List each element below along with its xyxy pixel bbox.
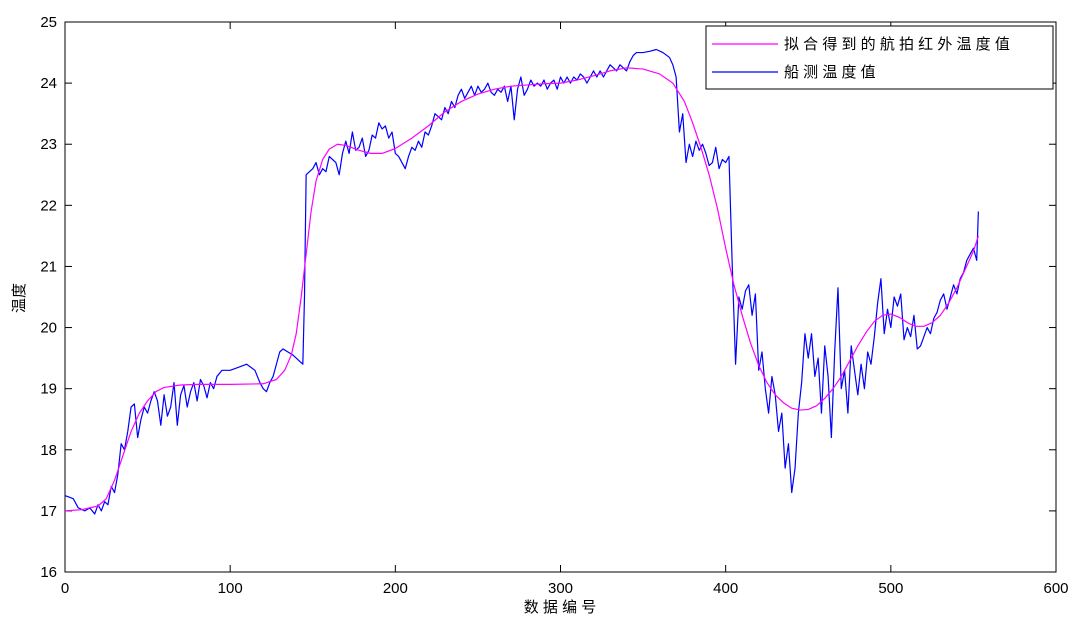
y-tick-label: 23	[40, 136, 57, 153]
y-tick-label: 25	[40, 14, 57, 31]
legend-box	[705, 25, 1054, 90]
legend-label-fitted: 拟 合 得 到 的 航 拍 红 外 温 度 值	[784, 36, 1010, 53]
x-axis-label: 数 据 编 号	[524, 599, 597, 616]
x-tick-label: 100	[218, 580, 243, 597]
y-tick-label: 20	[40, 320, 57, 337]
plot-area	[64, 21, 1057, 573]
x-tick-label: 300	[548, 580, 573, 597]
legend-label-measured: 船 测 温 度 值	[784, 64, 876, 81]
y-tick-label: 17	[40, 503, 57, 520]
y-tick-label: 16	[40, 564, 57, 581]
x-tick-label: 600	[1043, 580, 1068, 597]
series-layer	[65, 48, 979, 515]
y-tick-label: 18	[40, 442, 57, 459]
y-tick-label: 21	[40, 258, 57, 275]
x-tick-label: 400	[713, 580, 738, 597]
legend: 拟 合 得 到 的 航 拍 红 外 温 度 值 船 测 温 度 值	[705, 25, 1054, 90]
y-tick-label: 19	[40, 381, 57, 398]
x-tick-label: 200	[383, 580, 408, 597]
series-line-fitted	[65, 67, 979, 512]
y-tick-label: 22	[40, 197, 57, 214]
x-tick-label: 500	[878, 580, 903, 597]
axis-ticks: 0 100 200 300 400 500 600 16 17 18 19 20 21 22 23 24 25	[40, 14, 1068, 597]
y-axis-label: 温度	[11, 283, 28, 313]
y-tick-label: 24	[40, 75, 57, 92]
series-line-measured	[65, 48, 979, 515]
x-tick-label: 0	[61, 580, 69, 597]
